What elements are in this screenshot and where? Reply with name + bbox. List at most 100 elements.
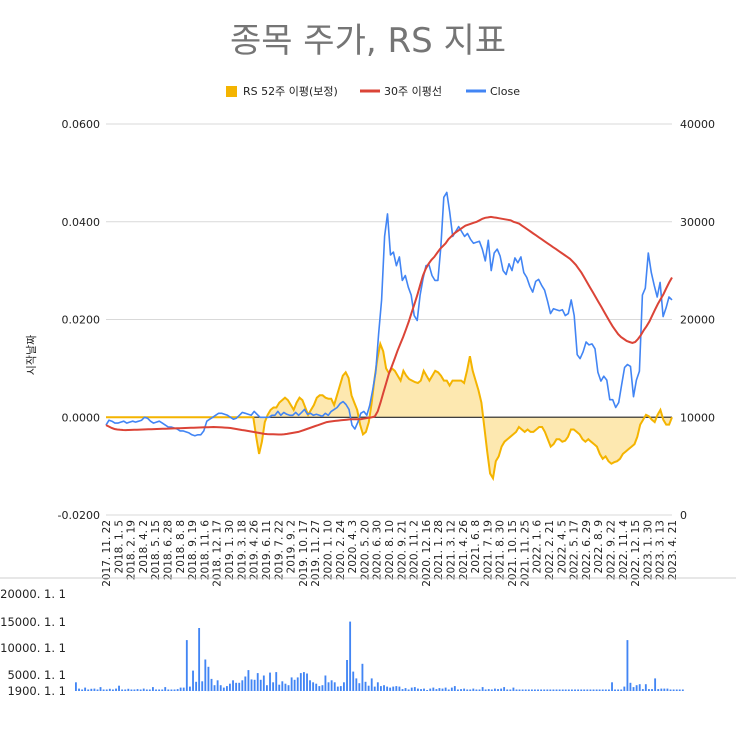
volume-bar — [426, 690, 429, 691]
volume-bar — [155, 689, 157, 691]
x-tick-label: 2021. 1. 28 — [433, 520, 445, 580]
volume-bar — [293, 679, 296, 691]
volume-bar — [460, 689, 462, 691]
volume-bar — [102, 689, 105, 691]
x-tick-label: 2021. 10. 15 — [507, 520, 519, 587]
legend-label-close: Close — [490, 85, 520, 98]
volume-bar — [349, 621, 352, 691]
volume-bar — [343, 682, 345, 691]
volume-bar — [678, 689, 681, 691]
volume-bar — [336, 686, 339, 691]
volume-bar — [512, 687, 515, 691]
volume-bar — [494, 688, 496, 691]
volume-bar — [601, 689, 604, 691]
volume-bar — [564, 689, 567, 691]
volume-bar — [389, 687, 392, 691]
chart-title: 종목 주가, RS 지표 — [230, 21, 506, 61]
volume-bar — [469, 689, 472, 691]
volume-bar — [112, 689, 114, 691]
x-tick-label: 2019. 7. 22 — [273, 520, 285, 580]
volume-bar — [457, 689, 459, 691]
volume-bar — [552, 689, 555, 691]
volume-bar — [272, 682, 275, 691]
volume-bar — [638, 684, 641, 691]
volume-bar — [561, 689, 564, 691]
volume-bar — [672, 689, 675, 691]
volume-bar — [392, 686, 395, 691]
x-tick-label: 2020. 9. 21 — [396, 520, 408, 580]
volume-bar — [241, 680, 244, 691]
volume-bar — [681, 689, 684, 691]
volume-bar — [90, 688, 93, 691]
volume-bar — [204, 659, 207, 691]
volume-bar — [352, 671, 355, 691]
volume-bar — [81, 689, 84, 691]
volume-bar — [450, 687, 453, 691]
volume-bar — [484, 689, 487, 691]
legend-label-rs: RS 52주 이평(보정) — [243, 85, 338, 98]
volume-bar — [611, 682, 613, 691]
volume-bar — [284, 683, 287, 691]
volume-bar — [509, 689, 512, 691]
volume-bar — [312, 682, 315, 691]
volume-bar — [429, 688, 432, 691]
volume-bar — [207, 666, 210, 692]
volume-bar — [235, 682, 238, 691]
volume-bar — [315, 683, 318, 691]
volume-bar — [632, 687, 635, 691]
volume-bar — [589, 689, 592, 691]
y-axis-left-label: 시작날짜 — [25, 335, 38, 375]
volume-bar — [127, 688, 130, 691]
volume-bar — [506, 689, 509, 691]
volume-bar — [173, 689, 176, 691]
volume-bar — [595, 689, 598, 691]
volume-y-tick-label: 1900. 1. 1 — [7, 684, 66, 698]
volume-bar — [158, 689, 161, 691]
volume-bar — [540, 689, 543, 691]
volume-bar — [118, 685, 120, 691]
volume-bar — [176, 689, 179, 691]
volume-bar — [438, 688, 441, 691]
x-tick-label: 2019. 11. 27 — [310, 520, 322, 587]
x-tick-label: 2023. 4. 21 — [667, 520, 679, 580]
volume-bar — [608, 689, 610, 691]
volume-bar — [654, 678, 657, 691]
volume-bar — [142, 688, 145, 691]
volume-y-tick-label: 15000. 1. 1 — [0, 615, 66, 629]
x-tick-label: 2021. 7. 19 — [482, 520, 494, 580]
volume-bar — [145, 689, 148, 691]
volume-bar — [262, 675, 265, 691]
volume-bar — [189, 686, 191, 691]
volume-bar — [278, 684, 281, 691]
volume-bar — [497, 689, 499, 691]
x-tick-label: 2018. 5. 15 — [150, 520, 162, 580]
volume-bar — [626, 640, 629, 691]
volume-bar — [269, 672, 271, 691]
volume-bar — [250, 679, 253, 691]
volume-bar — [567, 689, 570, 691]
x-tick-label: 2017. 11. 22 — [101, 520, 113, 587]
volume-bar — [398, 686, 401, 691]
volume-bar — [259, 679, 262, 691]
volume-bar — [373, 686, 376, 691]
volume-bar — [370, 678, 373, 691]
volume-bar — [333, 682, 336, 691]
volume-y-tick-label: 5000. 1. 1 — [7, 668, 66, 682]
volume-bar — [275, 672, 278, 691]
x-tick-label: 2019. 3. 18 — [236, 520, 248, 580]
volume-bar — [266, 685, 268, 691]
volume-bar — [453, 686, 456, 691]
volume-bar — [478, 689, 481, 691]
x-tick-label: 2019. 4. 26 — [249, 520, 261, 580]
volume-bar — [324, 675, 327, 691]
volume-bar — [571, 689, 573, 691]
rs-area-fill — [106, 343, 672, 479]
volume-bar — [660, 688, 663, 691]
volume-y-tick-label: 20000. 1. 1 — [0, 587, 66, 601]
x-tick-label: 2019. 6. 11 — [261, 520, 273, 580]
y-left-tick-label: 0.0600 — [62, 118, 101, 131]
volume-bar — [444, 687, 447, 691]
volume-bar — [404, 688, 407, 691]
x-tick-label: 2022. 8. 9 — [593, 520, 605, 573]
